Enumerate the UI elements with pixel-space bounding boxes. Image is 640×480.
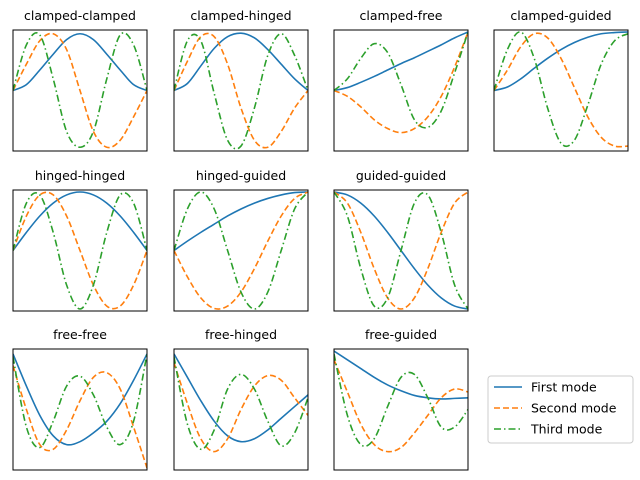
series-line-2 — [13, 365, 147, 469]
series-line-1 — [13, 191, 147, 251]
series-line-1 — [174, 191, 308, 252]
legend: First mode Second mode Third mode — [487, 375, 634, 444]
series-line-1 — [334, 31, 468, 92]
series-line-3 — [334, 191, 468, 310]
subplot-hinged-guided: hinged-guided — [173, 168, 309, 312]
series-line-2 — [174, 32, 308, 149]
series-line-1 — [13, 32, 147, 92]
subplot-frame — [333, 189, 469, 312]
series-line-3 — [13, 32, 147, 149]
subplot-hinged-hinged: hinged-hinged — [12, 168, 148, 312]
subplot-frame — [12, 189, 148, 312]
legend-frame — [487, 375, 634, 444]
subplot-title: hinged-hinged — [35, 168, 125, 183]
subplot-free-hinged: free-hinged — [173, 327, 309, 471]
subplot-title: clamped-free — [360, 8, 443, 23]
series-line-3 — [334, 31, 468, 129]
series-line-2 — [13, 32, 147, 149]
subplot-free-guided: free-guided — [333, 327, 469, 471]
subplot-frame — [12, 29, 148, 152]
series-line-2 — [334, 359, 468, 453]
subplot-title: hinged-guided — [196, 168, 286, 183]
subplot-frame — [12, 348, 148, 471]
series-line-2 — [174, 362, 308, 453]
subplot-free-free: free-free — [12, 327, 148, 471]
series-line-3 — [13, 192, 147, 310]
subplot-title: clamped-hinged — [190, 8, 291, 23]
series-line-1 — [174, 32, 308, 92]
subplot-frame — [333, 348, 469, 471]
subplot-title: clamped-clamped — [24, 8, 136, 23]
series-line-1 — [494, 31, 628, 92]
legend-label-first: First mode — [531, 380, 597, 395]
series-line-3 — [494, 31, 628, 148]
subplot-frame — [493, 29, 629, 152]
subplot-frame — [333, 29, 469, 152]
subplot-frame — [173, 348, 309, 471]
subplot-clamped-hinged: clamped-hinged — [173, 8, 309, 152]
subplot-clamped-free: clamped-free — [333, 8, 469, 152]
subplot-clamped-clamped: clamped-clamped — [12, 8, 148, 152]
series-line-2 — [174, 191, 308, 310]
legend-label-third: Third mode — [530, 422, 603, 437]
subplot-clamped-guided: clamped-guided — [493, 8, 629, 152]
subplot-title: free-guided — [365, 327, 437, 342]
subplot-frame — [173, 189, 309, 312]
subplot-frame — [173, 29, 309, 152]
series-line-3 — [174, 32, 308, 150]
series-line-2 — [13, 191, 147, 310]
subplot-guided-guided: guided-guided — [333, 168, 469, 312]
series-line-3 — [13, 353, 147, 449]
subplot-title: free-free — [53, 327, 107, 342]
series-line-3 — [334, 353, 468, 448]
series-line-2 — [494, 32, 628, 148]
subplot-title: clamped-guided — [510, 8, 611, 23]
legend-label-second: Second mode — [531, 401, 617, 416]
panels-group: clamped-clamped clamped-hinged clamped-fre… — [12, 8, 629, 471]
series-line-1 — [334, 350, 468, 400]
series-line-2 — [334, 31, 468, 134]
series-line-1 — [174, 353, 308, 443]
series-line-3 — [174, 356, 308, 451]
subplot-title: guided-guided — [356, 168, 446, 183]
series-line-2 — [334, 191, 468, 310]
series-line-3 — [174, 191, 308, 310]
subplot-title: free-hinged — [205, 327, 277, 342]
